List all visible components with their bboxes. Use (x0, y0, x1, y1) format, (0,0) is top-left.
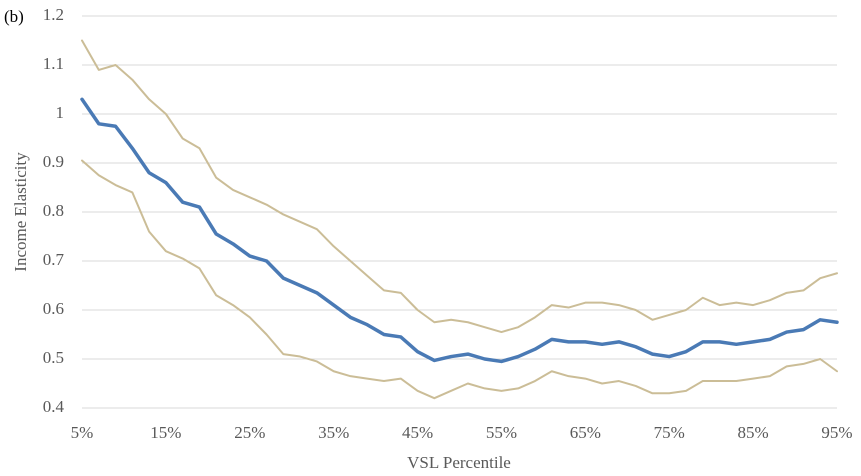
y-tick-label: 0.9 (43, 152, 64, 171)
x-tick-label: 55% (486, 423, 517, 442)
x-tick-label: 75% (654, 423, 685, 442)
y-tick-label: 0.7 (43, 250, 65, 269)
y-axis-label: Income Elasticity (11, 152, 30, 272)
y-tick-label: 0.8 (43, 201, 64, 220)
y-tick-label: 1 (56, 103, 65, 122)
x-tick-label: 25% (234, 423, 265, 442)
x-tick-label: 95% (821, 423, 852, 442)
x-tick-label: 85% (738, 423, 769, 442)
line-series (81, 159, 838, 400)
x-tick-label: 15% (150, 423, 181, 442)
y-tick-label: 0.4 (43, 397, 65, 416)
line-series (80, 97, 839, 364)
x-tick-label: 45% (402, 423, 433, 442)
x-axis-label: VSL Percentile (407, 453, 511, 472)
x-tick-label: 35% (318, 423, 349, 442)
x-tick-label: 65% (570, 423, 601, 442)
y-tick-label: 1.1 (43, 54, 64, 73)
y-tick-label: 0.6 (43, 299, 64, 318)
panel-label: (b) (4, 7, 24, 26)
y-tick-label: 0.5 (43, 348, 64, 367)
line-series (81, 39, 838, 334)
y-tick-label: 1.2 (43, 5, 64, 24)
x-tick-label: 5% (71, 423, 94, 442)
